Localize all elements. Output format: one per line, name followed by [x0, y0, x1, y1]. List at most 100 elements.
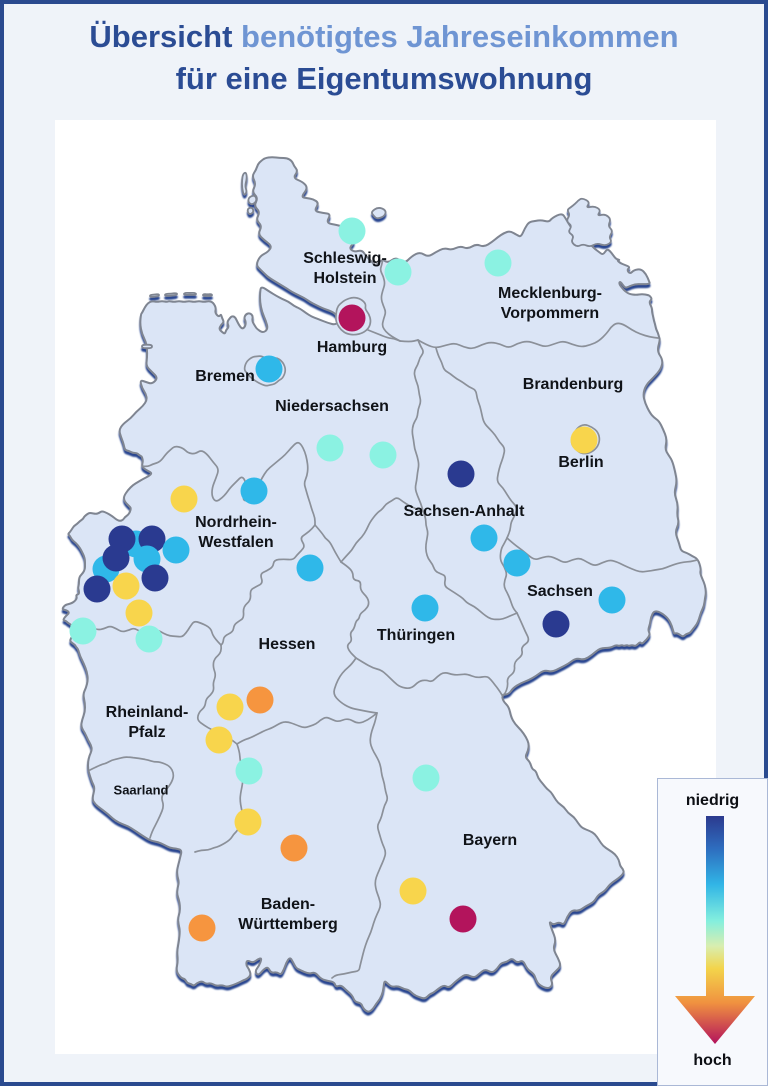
legend-low-label: niedrig [685, 792, 740, 809]
city-dot-mid [384, 258, 412, 286]
state-label-nordrhein-westfalen: Nordrhein- [195, 514, 277, 531]
title-line1-part2: benötigtes Jahreseinkommen [241, 19, 679, 54]
state-label-mecklenburg-vorpommern: Vorpommern [501, 305, 599, 322]
state-label-niedersachsen: Niedersachsen [275, 398, 389, 415]
state-border [220, 524, 316, 646]
city-dots [69, 217, 626, 942]
city-dot-high [188, 914, 216, 942]
state-label-rheinland-pfalz: Rheinland- [106, 704, 189, 721]
state-border [340, 561, 370, 659]
island [141, 343, 153, 350]
state-border [506, 537, 698, 573]
city-dot-midlow [255, 355, 283, 383]
island [164, 292, 178, 297]
title-line-1: Übersicht benötigtes Jahreseinkommen [0, 16, 768, 58]
city-dot-midlow [296, 554, 324, 582]
state-label-berlin: Berlin [558, 454, 603, 471]
city-dot-low [83, 575, 111, 603]
island [202, 293, 213, 297]
state-label-thueringen: Thüringen [377, 627, 455, 644]
city-dot-mid [412, 764, 440, 792]
state-label-brandenburg: Brandenburg [523, 376, 623, 393]
page-title: Übersicht benötigtes Jahreseinkommen für… [0, 16, 768, 100]
city-dot-midlow [162, 536, 190, 564]
state-label-sachsen-anhalt: Sachsen-Anhalt [404, 503, 526, 520]
city-dot-midhigh [170, 485, 198, 513]
island [149, 293, 160, 298]
state-label-mecklenburg-vorpommern: Mecklenburg- [498, 285, 602, 302]
state-label-hamburg: Hamburg [317, 339, 387, 356]
city-dot-midlow [470, 524, 498, 552]
city-dot-high [246, 686, 274, 714]
state-label-sachsen: Sachsen [527, 583, 593, 600]
legend-high-label: hoch [693, 1052, 732, 1069]
city-dot-midhigh [112, 572, 140, 600]
city-dot-mid [316, 434, 344, 462]
legend: niedrig hoch [657, 778, 768, 1086]
state-border [422, 510, 518, 621]
state-border [333, 657, 378, 714]
island [566, 197, 613, 248]
island [246, 206, 255, 215]
state-border [355, 657, 503, 696]
state-border [379, 257, 401, 342]
island [241, 171, 248, 196]
state-border [236, 712, 378, 745]
state-border [314, 524, 342, 563]
city-dot-midhigh [399, 877, 427, 905]
city-dot-mid [338, 217, 366, 245]
city-dot-midhigh [205, 726, 233, 754]
city-dot-low [102, 544, 130, 572]
city-dot-mid [135, 625, 163, 653]
city-dot-mid [69, 617, 97, 645]
city-dot-mid [484, 249, 512, 277]
city-dot-midhigh [234, 808, 262, 836]
city-dot-mid [369, 441, 397, 469]
state-label-saarland: Saarland [114, 782, 169, 797]
city-dot-midhigh [125, 599, 153, 627]
state-label-nordrhein-westfalen: Westfalen [198, 534, 273, 551]
city-dot-midhigh [570, 426, 598, 454]
city-dot-high [280, 834, 308, 862]
state-label-bremen: Bremen [195, 368, 255, 385]
state-border [331, 712, 389, 979]
state-border [435, 347, 518, 539]
title-line1-part1: Übersicht [89, 19, 242, 54]
city-dot-low [141, 564, 169, 592]
country-landmass [61, 156, 707, 1013]
state-label-baden-wuerttemberg: Baden- [261, 896, 315, 913]
city-dot-mid [235, 757, 263, 785]
state-border [340, 497, 424, 563]
title-line-2: für eine Eigentumswohnung [175, 61, 593, 96]
state-borders [71, 257, 698, 979]
city-dot-midlow [240, 477, 268, 505]
island [183, 291, 197, 296]
state-border [411, 339, 424, 512]
island [371, 207, 387, 220]
state-label-bayern: Bayern [463, 832, 517, 849]
city-dot-low [542, 610, 570, 638]
island [247, 194, 258, 206]
city-dot-midhigh [216, 693, 244, 721]
state-label-baden-wuerttemberg: Württemberg [238, 916, 338, 933]
state-border [399, 339, 419, 343]
legend-gradient-arrow-icon [675, 816, 755, 1044]
city-dot-midlow [598, 586, 626, 614]
city-dot-midlow [411, 594, 439, 622]
city-dot-midlow [503, 549, 531, 577]
city-dot-low [447, 460, 475, 488]
state-label-schleswig-holstein: Schleswig- [303, 250, 387, 267]
state-border [417, 322, 659, 350]
state-border [501, 612, 530, 696]
state-label-schleswig-holstein: Holstein [313, 270, 376, 287]
city-dot-highest [449, 905, 477, 933]
city-dot-highest [338, 304, 366, 332]
state-label-rheinland-pfalz: Pfalz [128, 724, 165, 741]
state-border [499, 537, 518, 614]
state-label-hessen: Hessen [259, 636, 316, 653]
state-border [89, 756, 175, 839]
state-labels: Schleswig- Holstein Hamburg Mecklenburg- Vor… [106, 250, 624, 933]
state-border [367, 329, 401, 342]
